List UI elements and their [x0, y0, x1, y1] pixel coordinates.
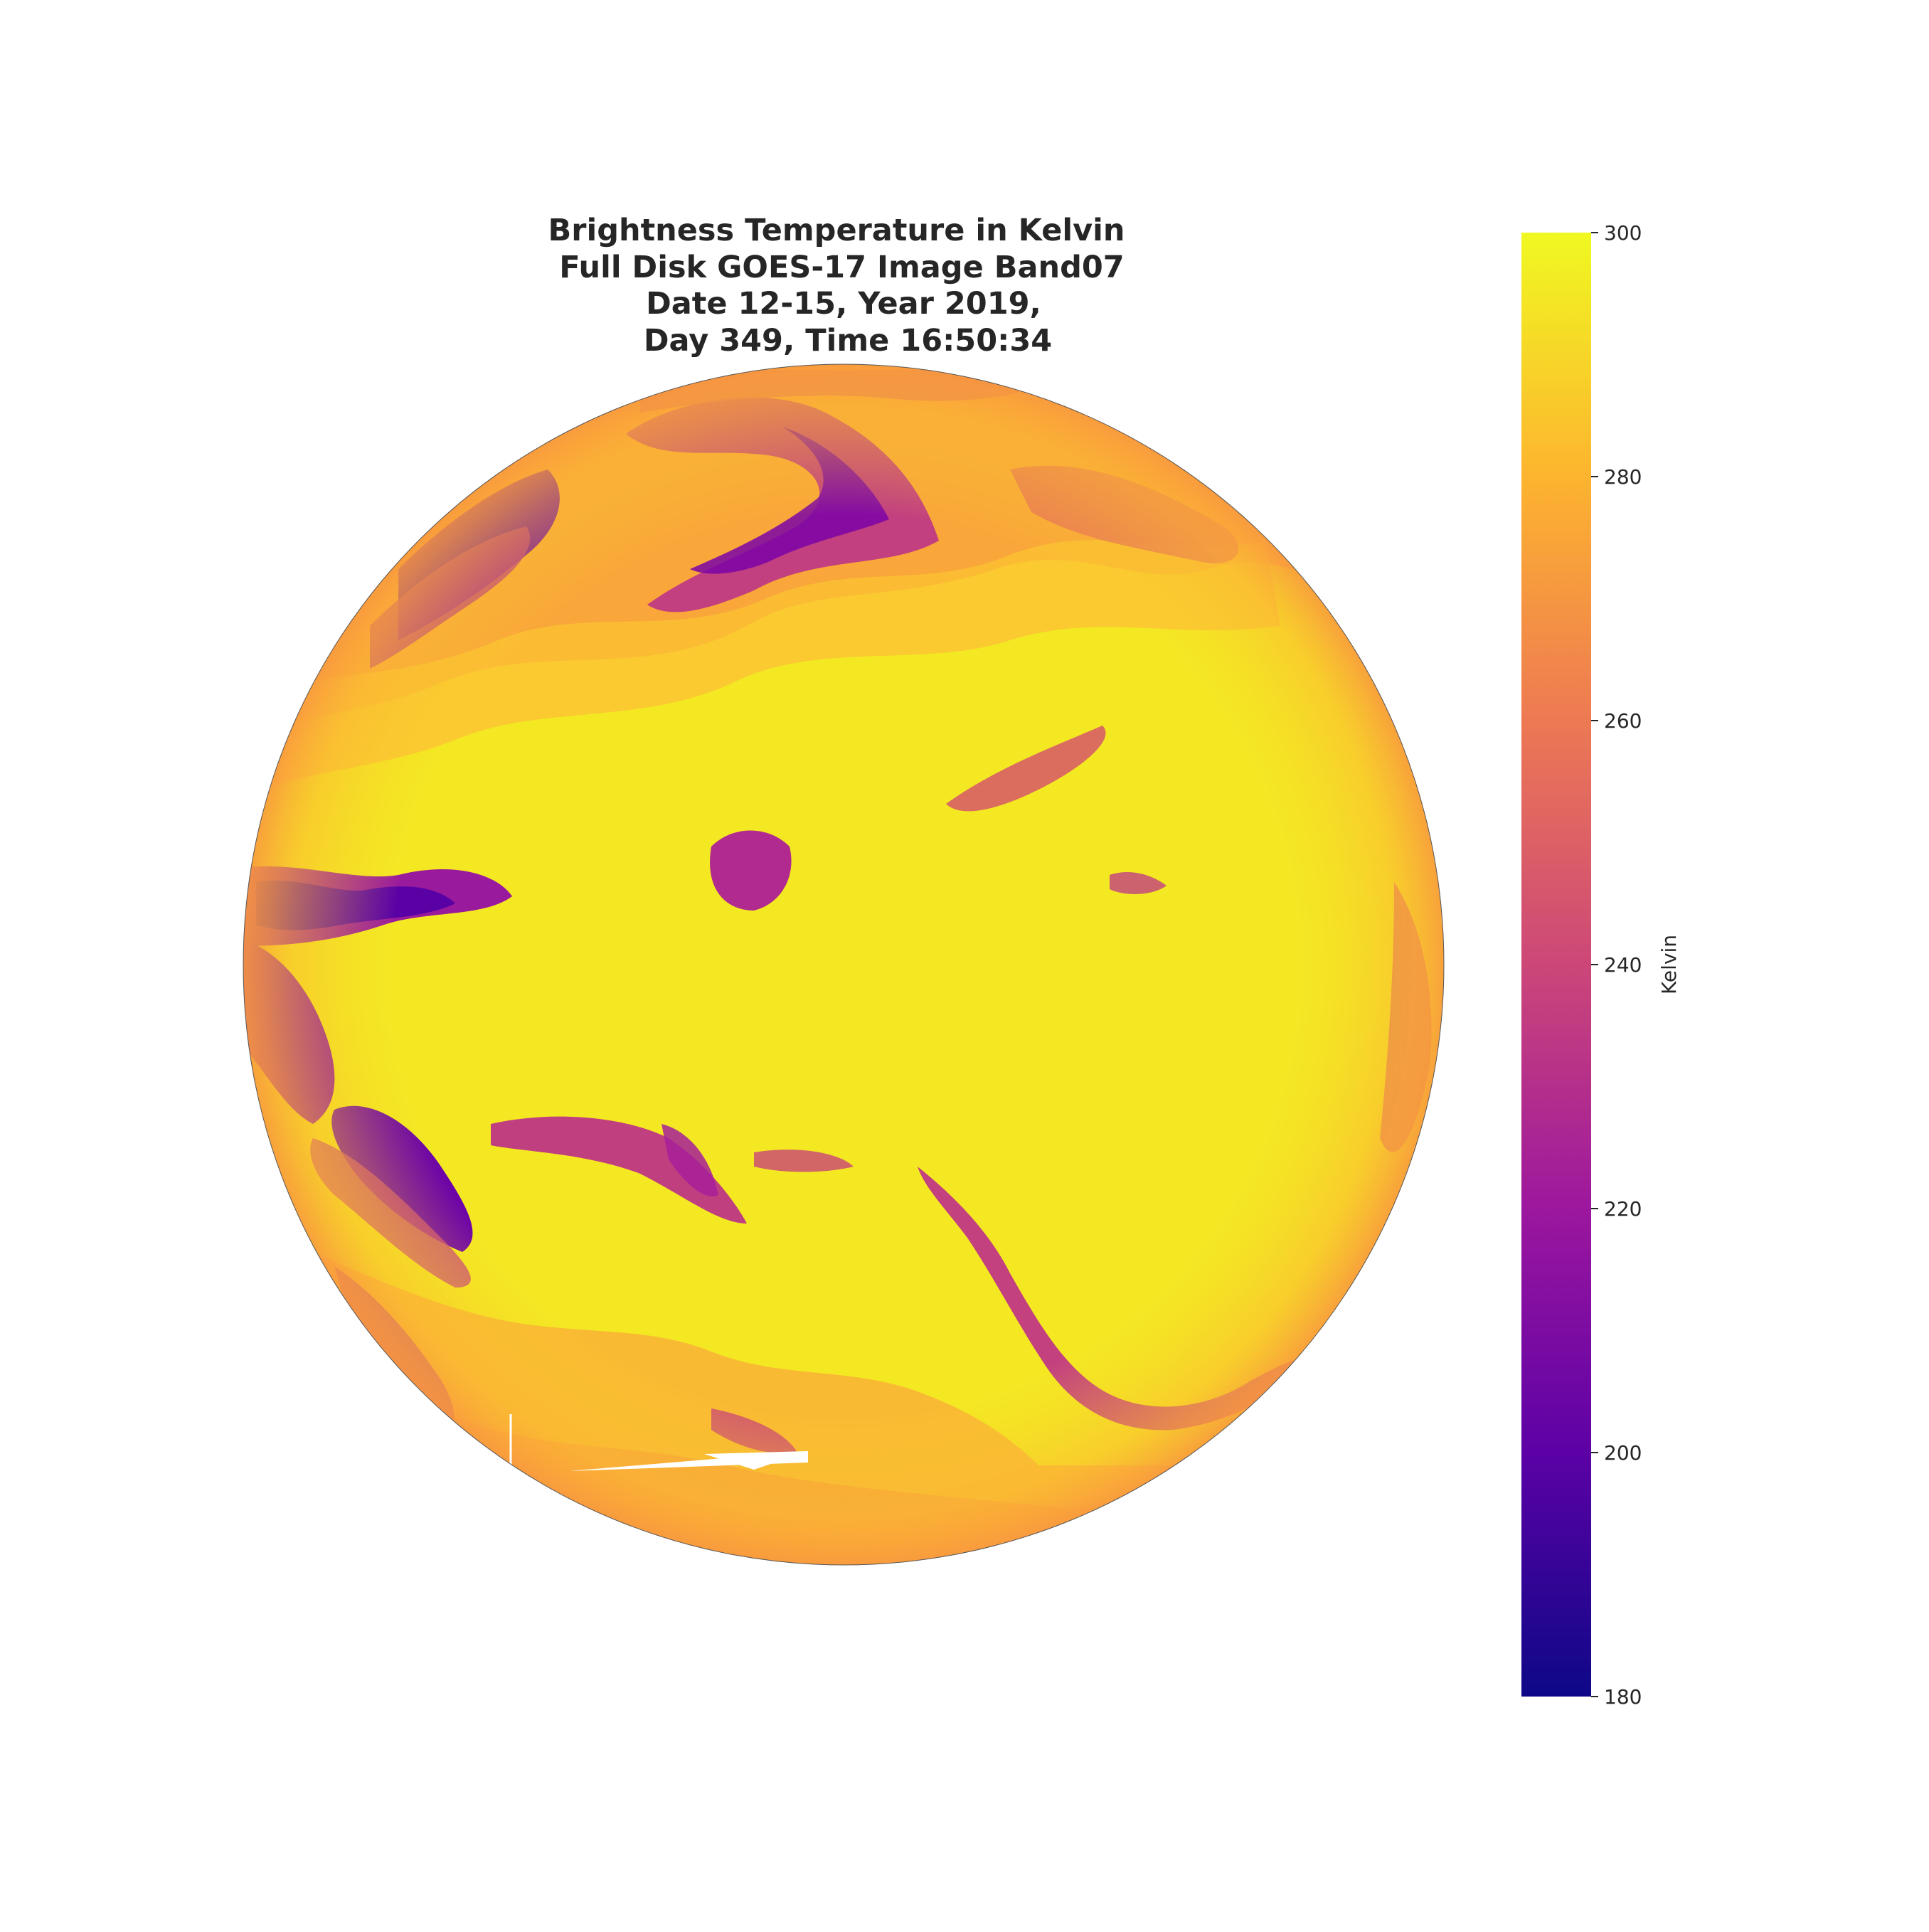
colorbar-tick-label: 180: [1604, 1685, 1642, 1709]
missing-data-wedge-2: [704, 1451, 808, 1470]
earth-disk-image: [243, 363, 1445, 1566]
title-line-2: Full Disk GOES-17 Image Band07: [548, 250, 1124, 285]
title-line-1: Brightness Temperature in Kelvin: [548, 213, 1125, 248]
colorbar-tick-label: 280: [1604, 465, 1642, 489]
title-line-4: Day 349, Time 16:50:34: [644, 323, 1052, 359]
title-line-3: Date 12-15, Year 2019,: [646, 286, 1041, 322]
colorbar-tick-label: 220: [1604, 1197, 1642, 1221]
colorbar-ticks: 180 200 220 240 260 280 300: [1591, 221, 1642, 1709]
figure-title: Brightness Temperature in Kelvin Full Di…: [548, 213, 1125, 359]
colorbar-tick-label: 260: [1604, 709, 1642, 733]
colorbar-label: Kelvin: [1657, 935, 1681, 994]
colorbar-tick-label: 200: [1604, 1441, 1642, 1465]
colorbar-tick-label: 300: [1604, 221, 1642, 245]
colorbar-gradient: [1521, 233, 1591, 1697]
colorbar: 180 200 220 240 260 280 300 Kelvin: [1521, 221, 1681, 1709]
limb-darkening: [243, 364, 1444, 1565]
disk-outline: [243, 363, 1445, 1566]
colorbar-tick-label: 240: [1604, 953, 1642, 977]
